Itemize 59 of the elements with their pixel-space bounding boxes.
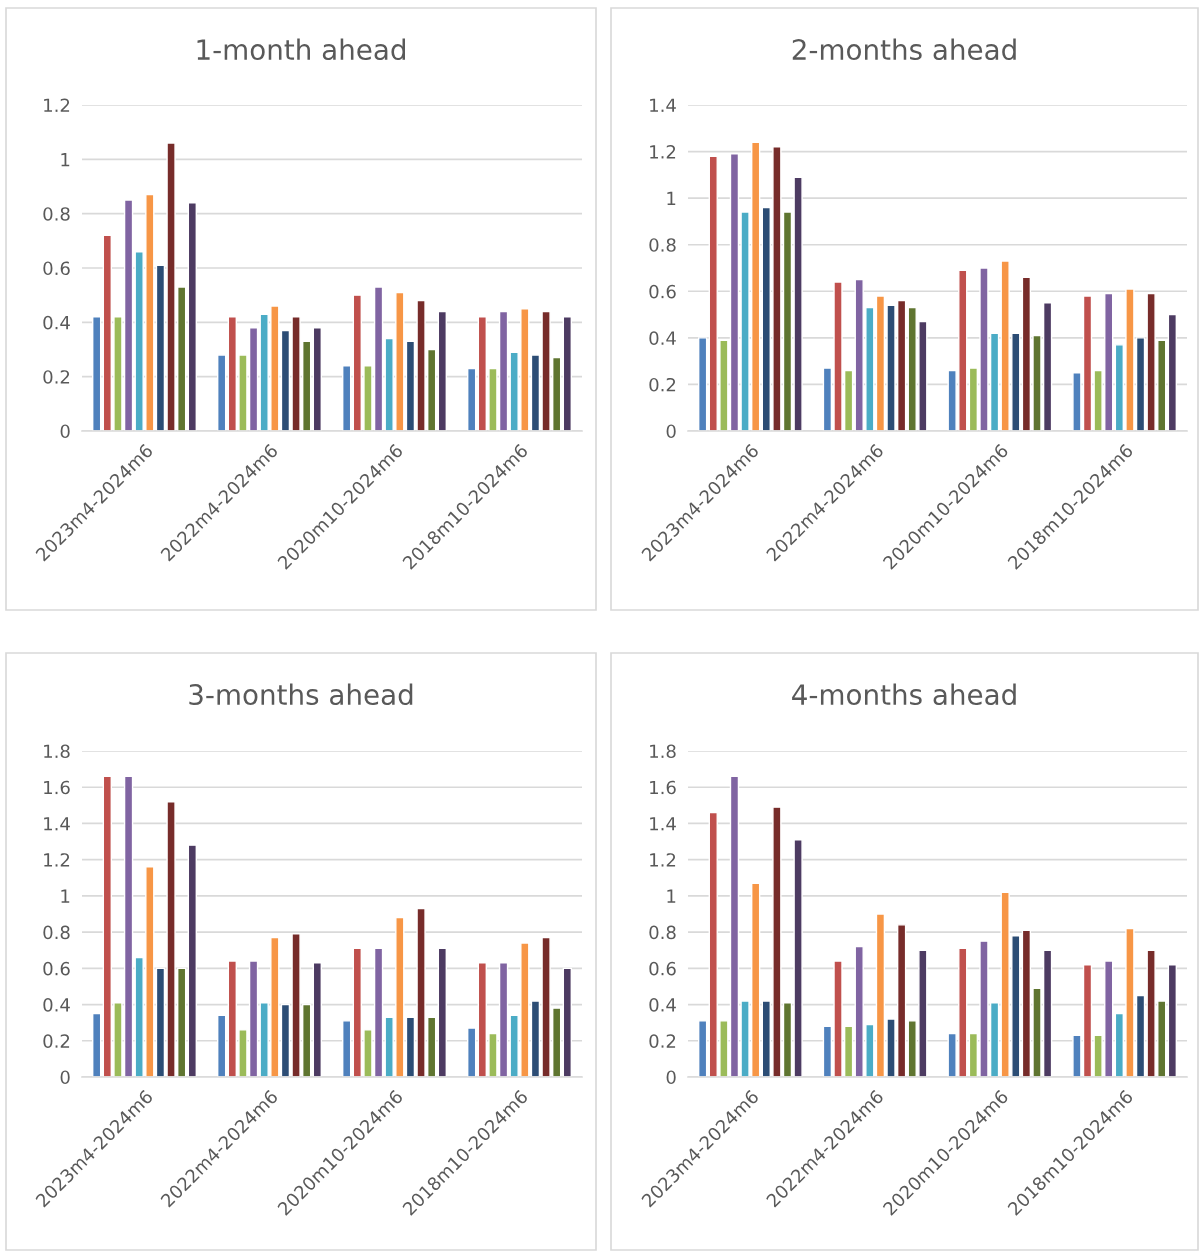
chart-title: 2-months ahead: [792, 38, 1016, 61]
bar: [187, 844, 197, 1077]
y-tick-label: 1.4: [650, 98, 676, 112]
y-tick-label: 0: [666, 424, 676, 439]
bar: [217, 354, 227, 431]
y-tick-label: 1: [667, 191, 676, 205]
bar: [312, 327, 322, 431]
y-tick-label: 1.2: [650, 145, 676, 159]
y-tick-label: 0.4: [649, 331, 676, 345]
bar: [187, 202, 197, 431]
y-tick-label: 1: [61, 153, 70, 167]
bar: [1167, 964, 1178, 1077]
y-tick-label: 0.6: [649, 284, 676, 299]
y-tick-label: 0: [60, 1070, 70, 1085]
y-tick-label: 1.8: [650, 744, 676, 759]
bar: [342, 1020, 352, 1077]
y-tick-label: 0.6: [43, 961, 70, 976]
bar: [697, 1020, 708, 1077]
chart-title: 3-months ahead: [189, 683, 413, 706]
y-tick-label: 0: [60, 424, 70, 439]
y-tick-label: 1.4: [650, 817, 676, 831]
bar: [217, 1014, 227, 1077]
y-tick-label: 0.4: [649, 998, 676, 1012]
bar: [92, 316, 102, 431]
bar: [562, 967, 572, 1077]
y-tick-label: 1: [61, 889, 70, 903]
y-tick-label: 1.2: [44, 98, 70, 112]
y-tick-label: 1.6: [44, 780, 70, 795]
y-tick-label: 1.8: [44, 744, 70, 759]
y-tick-label: 0.2: [649, 1034, 676, 1048]
y-tick-label: 0.6: [649, 961, 676, 976]
bar: [467, 1027, 477, 1077]
bar: [1167, 313, 1178, 431]
y-tick-label: 1.6: [650, 780, 676, 795]
y-tick-label: 0.4: [43, 315, 70, 330]
y-tick-label: 0.2: [43, 1034, 70, 1048]
y-tick-label: 0.8: [649, 925, 676, 940]
bar: [312, 962, 322, 1077]
y-tick-label: 1.2: [650, 853, 676, 867]
bar: [697, 337, 708, 431]
y-tick-label: 0.8: [43, 207, 70, 221]
bar: [437, 947, 447, 1077]
y-tick-label: 0.2: [43, 370, 70, 384]
bar: [437, 310, 447, 431]
chart-title: 4-months ahead: [792, 683, 1016, 706]
y-tick-label: 0.2: [649, 377, 676, 392]
y-tick-label: 0: [666, 1070, 676, 1085]
y-tick-label: 0.6: [43, 261, 70, 276]
y-tick-label: 0.8: [43, 925, 70, 940]
y-tick-label: 0.4: [43, 998, 70, 1012]
bar: [467, 367, 477, 431]
y-tick-label: 1.4: [44, 817, 70, 831]
y-tick-label: 1: [667, 889, 676, 903]
bar: [92, 1012, 102, 1077]
y-tick-label: 1.2: [44, 853, 70, 867]
bar: [342, 365, 352, 431]
chart-title: 1-month ahead: [197, 38, 405, 61]
bar: [562, 316, 572, 431]
y-tick-label: 0.8: [649, 238, 676, 252]
